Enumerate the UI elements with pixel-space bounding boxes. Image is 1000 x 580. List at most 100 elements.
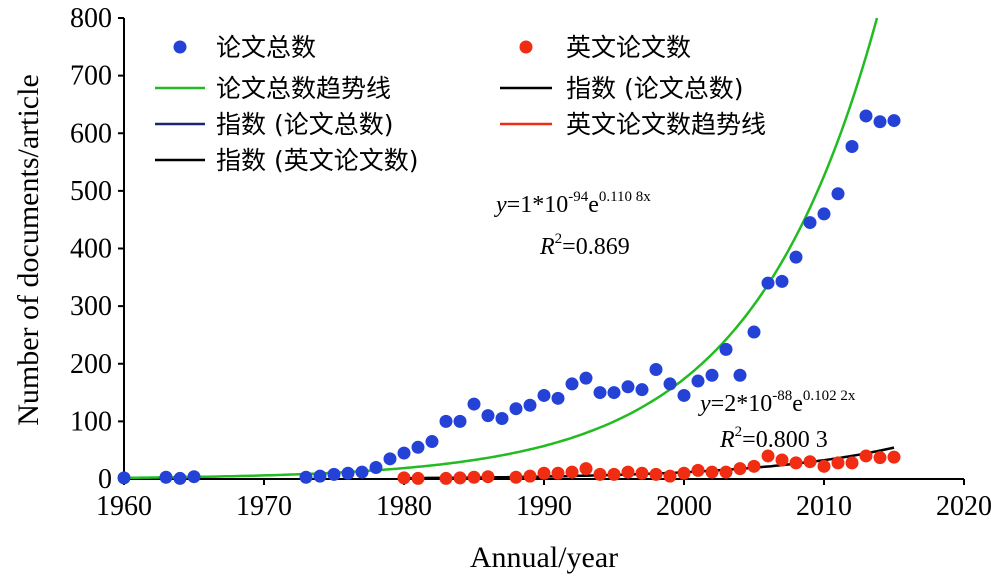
point-total	[663, 377, 677, 391]
x-ticks: 1960 1970 1980 1990 2000 2010 2020	[96, 479, 992, 522]
point-english	[663, 469, 677, 483]
legend: 论文总数 英文论文数 论文总数趋势线 指数 (论文总数) 指数 (论文总数) 英…	[155, 33, 766, 175]
point-total	[383, 452, 397, 466]
point-english	[733, 462, 747, 476]
point-total	[173, 471, 187, 485]
point-total	[355, 465, 369, 479]
point-english	[761, 449, 775, 463]
point-total	[691, 374, 705, 388]
x-axis-title: Annual/year	[470, 541, 618, 574]
point-english	[607, 467, 621, 481]
y-tick-label: 600	[70, 118, 112, 149]
point-total	[509, 402, 523, 416]
point-total	[649, 363, 663, 377]
point-total	[719, 342, 733, 356]
x-tick-label: 2010	[796, 491, 852, 522]
point-total	[761, 276, 775, 290]
point-english	[481, 470, 495, 484]
point-total	[859, 109, 873, 123]
point-english	[719, 465, 733, 479]
r2-english: R2=0.800 3	[719, 424, 828, 453]
equation-total: y=1*10-94e0.110 8x	[494, 189, 651, 218]
point-total	[565, 377, 579, 391]
point-english	[803, 455, 817, 469]
legend-label-trend-total: 论文总数趋势线	[216, 74, 391, 103]
point-total	[607, 386, 621, 400]
x-tick-label: 2000	[656, 491, 712, 522]
legend-label-index-total-blue: 指数 (论文总数)	[216, 110, 393, 139]
point-total	[523, 398, 537, 412]
point-english	[887, 450, 901, 464]
point-total	[733, 368, 747, 382]
point-total	[495, 411, 509, 425]
x-tick-label: 2020	[936, 491, 992, 522]
point-total	[467, 397, 481, 411]
point-total	[873, 115, 887, 129]
point-english	[621, 465, 635, 479]
legend-marker-total	[173, 40, 187, 54]
point-english	[635, 466, 649, 480]
point-english	[467, 470, 481, 484]
point-english	[817, 459, 831, 473]
point-english	[537, 466, 551, 480]
y-tick-label: 0	[98, 464, 112, 495]
point-total	[537, 388, 551, 402]
legend-label-english: 英文论文数	[566, 33, 691, 62]
x-tick-label: 1960	[96, 491, 152, 522]
point-english	[873, 451, 887, 465]
point-total	[705, 368, 719, 382]
point-total	[341, 466, 355, 480]
point-total	[425, 435, 439, 449]
point-english	[453, 471, 467, 485]
legend-label-index-total-black: 指数 (论文总数)	[566, 74, 743, 103]
trend-line-total	[124, 17, 879, 480]
point-total	[775, 274, 789, 288]
point-english	[705, 465, 719, 479]
y-tick-label: 400	[70, 234, 112, 265]
point-english	[397, 471, 411, 485]
point-total	[747, 325, 761, 339]
point-english	[509, 470, 523, 484]
point-total	[845, 140, 859, 154]
y-tick-label: 700	[70, 61, 112, 92]
point-english	[579, 462, 593, 476]
y-tick-label: 800	[70, 3, 112, 34]
point-total	[579, 371, 593, 385]
point-english	[831, 456, 845, 470]
r2-total: R2=0.869	[539, 231, 630, 260]
legend-marker-english	[519, 40, 533, 54]
point-total	[831, 187, 845, 201]
point-english	[789, 456, 803, 470]
point-english	[593, 467, 607, 481]
y-axis-title: Number of documents/article	[12, 74, 45, 426]
equation-english: y=2*10-88e0.102 2x	[698, 388, 856, 417]
point-total	[481, 409, 495, 423]
legend-label-index-english: 指数 (英文论文数)	[216, 146, 418, 175]
point-english	[859, 449, 873, 463]
point-total	[369, 460, 383, 474]
point-total	[453, 414, 467, 428]
point-english	[565, 465, 579, 479]
point-english	[691, 463, 705, 477]
point-total	[551, 391, 565, 405]
point-english	[649, 467, 663, 481]
point-total	[803, 216, 817, 230]
x-tick-label: 1970	[236, 491, 292, 522]
point-english	[439, 471, 453, 485]
legend-label-total: 论文总数	[216, 33, 316, 62]
point-english	[551, 466, 565, 480]
y-ticks: 0 100 200 300 400 500 600 700 800	[70, 3, 124, 495]
point-total	[887, 114, 901, 128]
point-total	[327, 467, 341, 481]
legend-label-trend-english: 英文论文数趋势线	[566, 110, 766, 139]
point-english	[677, 466, 691, 480]
point-english	[411, 471, 425, 485]
point-total	[677, 388, 691, 402]
y-tick-label: 500	[70, 176, 112, 207]
point-total	[635, 383, 649, 397]
point-total	[593, 386, 607, 400]
point-total	[621, 380, 635, 394]
y-tick-label: 300	[70, 291, 112, 322]
point-total	[817, 207, 831, 221]
